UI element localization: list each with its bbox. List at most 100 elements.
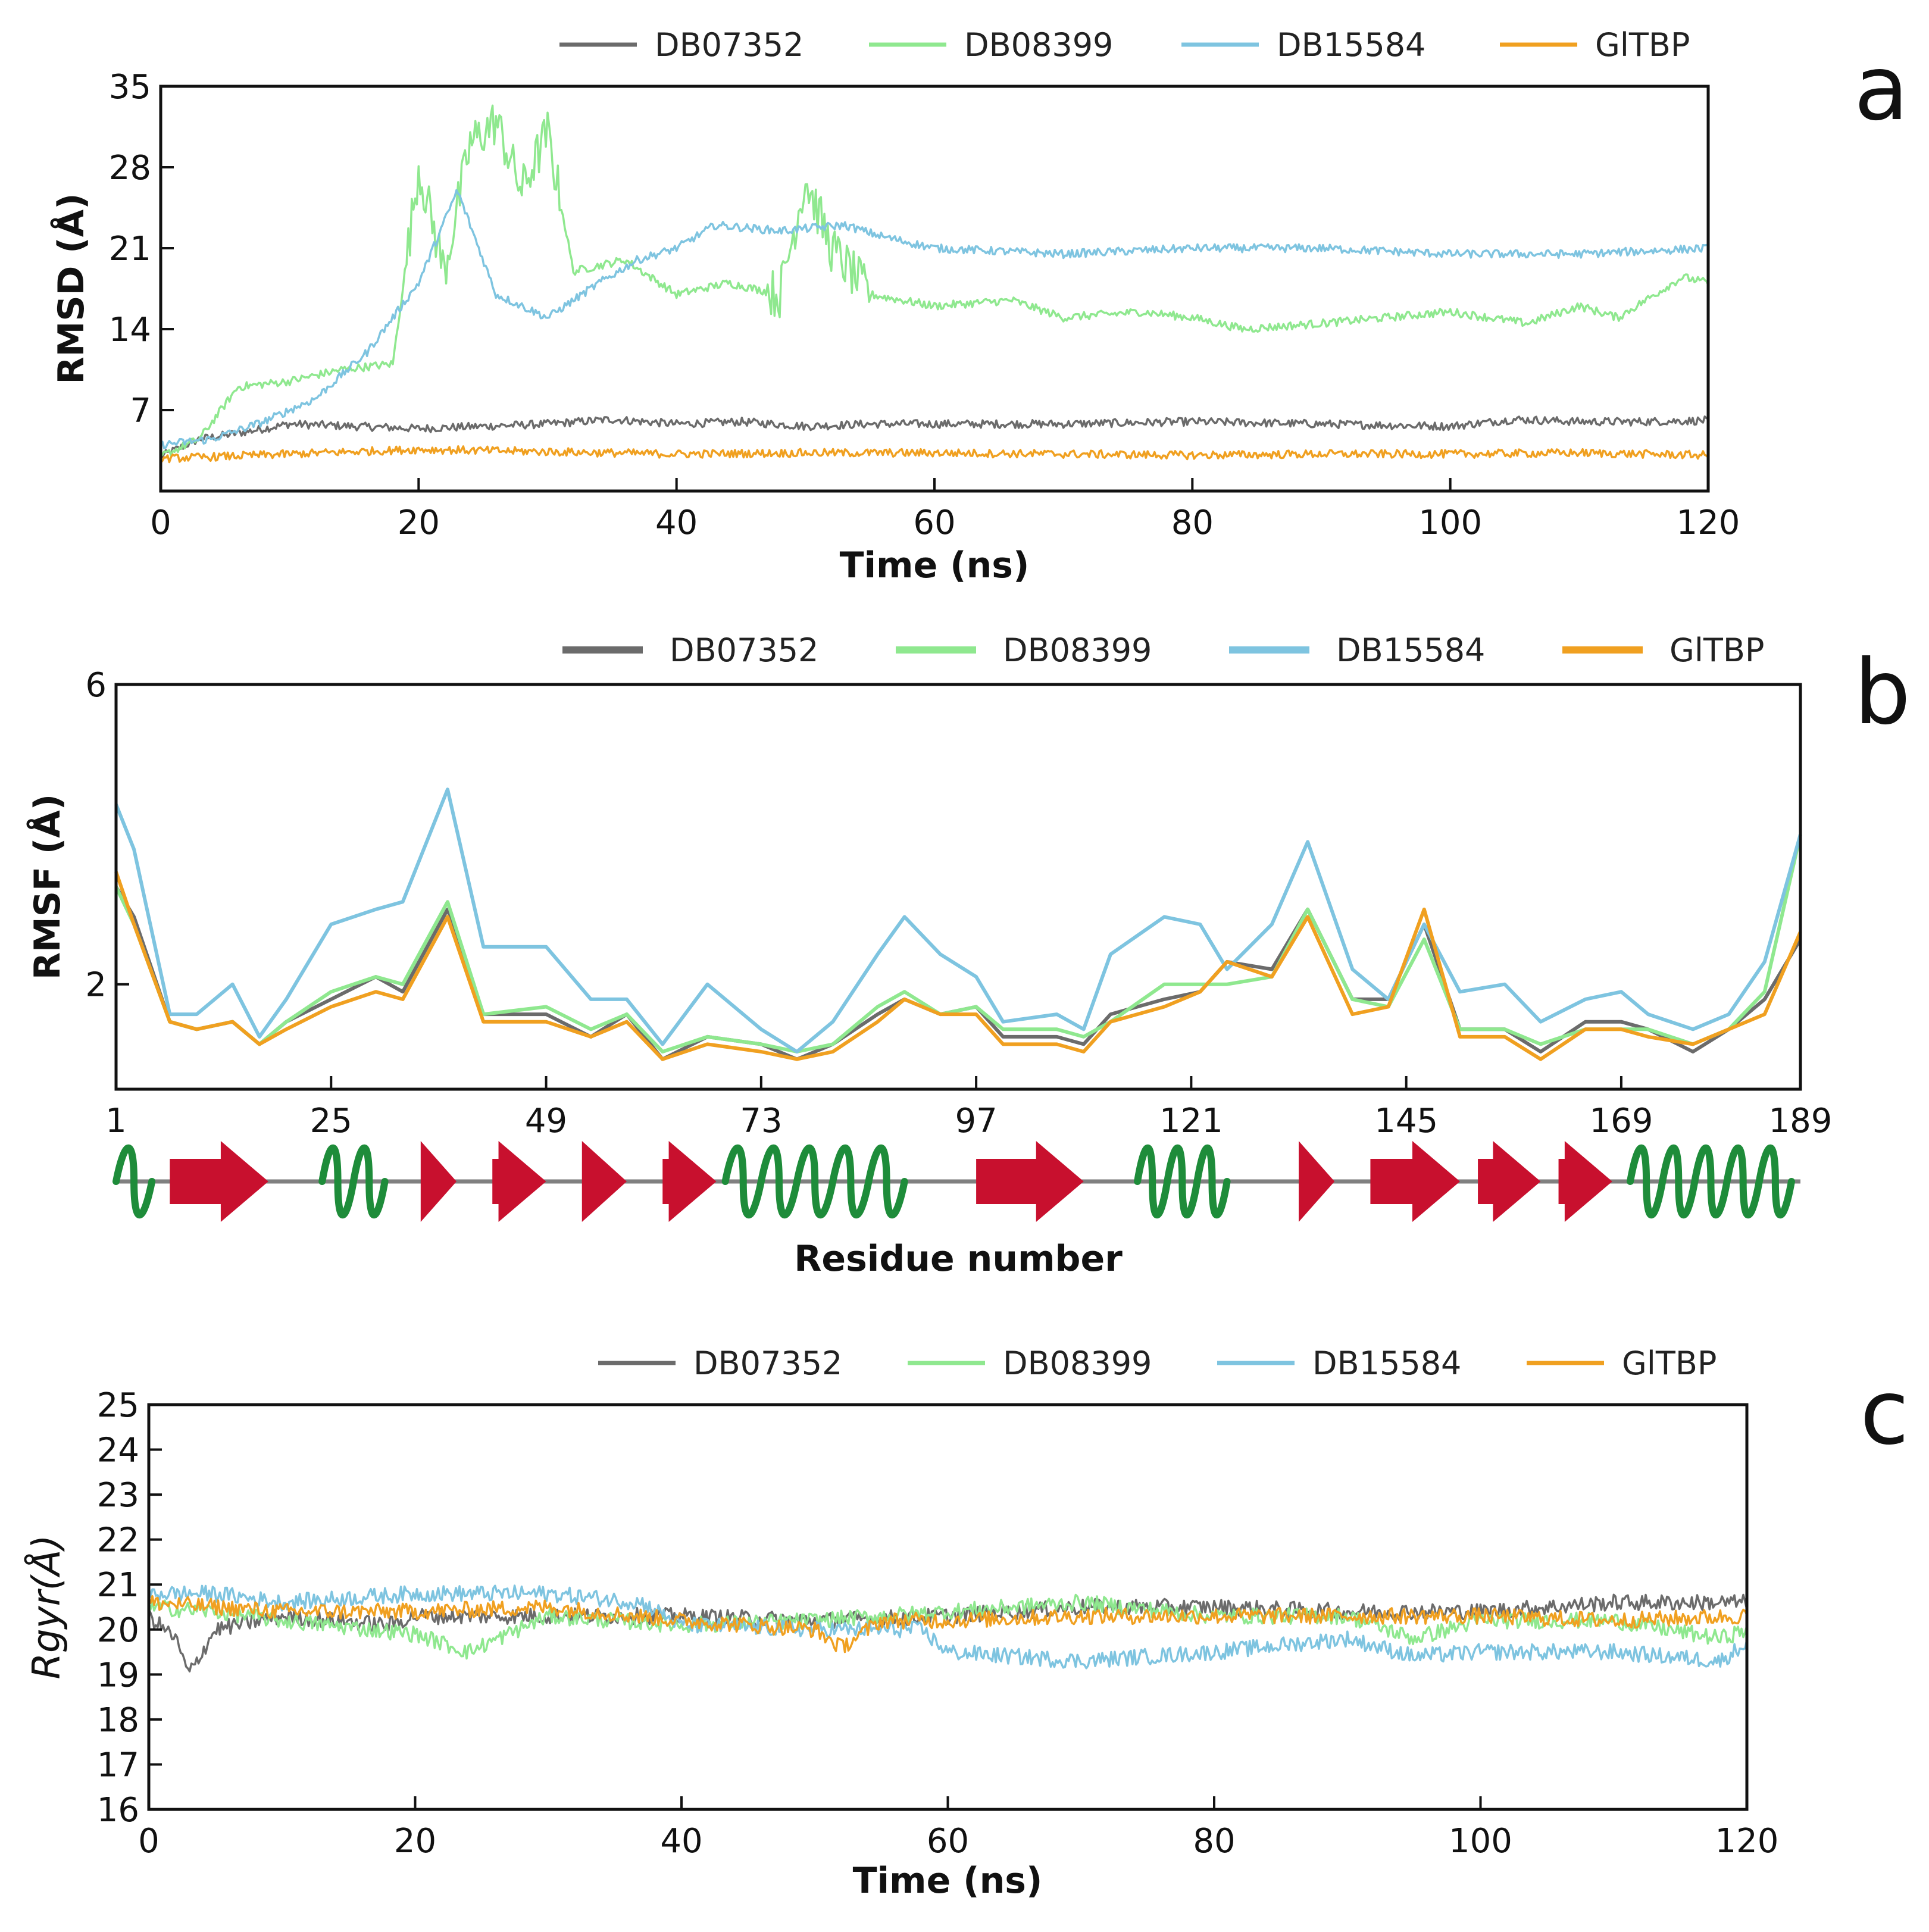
xtick-label-a-0: 0 [150, 504, 171, 542]
ytick-label-c-1: 17 [97, 1746, 139, 1784]
series-line-c-db15584 [148, 1584, 1748, 1670]
xtick-label-a-1: 20 [398, 504, 440, 542]
series-line-b-gltbp [114, 871, 1802, 1061]
series-group-c [148, 1584, 1748, 1672]
ytick-label-c-5: 21 [97, 1566, 139, 1605]
ss-elements [112, 1141, 1795, 1222]
ss-strand-12 [1478, 1141, 1541, 1222]
legend-c: DB07352 DB08399 DB15584 GlTBP [598, 1345, 1717, 1382]
ytick-label-c-6: 22 [97, 1521, 139, 1560]
ylabel-a: RMSD (Å) [50, 193, 92, 384]
legend-c-label-1: DB08399 [1003, 1345, 1152, 1382]
ss-strand-3 [420, 1141, 457, 1222]
xtick-label-a-6: 120 [1677, 504, 1740, 542]
xtick-label-b-3: 73 [740, 1102, 782, 1140]
ss-helix-9 [1134, 1145, 1231, 1218]
xtick-label-b-6: 145 [1374, 1102, 1438, 1140]
xtick-label-a-3: 60 [913, 504, 955, 542]
ytick-label-c-2: 18 [97, 1701, 139, 1740]
ytick-label-a-3: 28 [109, 149, 151, 187]
series-line-c-gltbp [148, 1595, 1748, 1653]
ticks-a: 0 20 40 60 80 100 120 7 14 21 28 35 [109, 68, 1740, 542]
series-line-a-db15584 [160, 189, 1709, 449]
series-group-a [160, 104, 1709, 464]
series-line-a-db07352 [160, 415, 1709, 458]
legend-b-label-3: GlTBP [1669, 632, 1764, 669]
xtick-label-b-5: 121 [1159, 1102, 1223, 1140]
ytick-label-a-0: 7 [130, 392, 151, 430]
ss-strand-8 [976, 1141, 1084, 1222]
ytick-label-c-7: 23 [97, 1476, 139, 1515]
panel-b: DB07352 DB08399 DB15584 GlTBP 1 25 49 73 97 1… [26, 632, 1911, 1280]
ss-helix-7 [721, 1145, 908, 1218]
ss-strand-1 [170, 1141, 268, 1222]
ss-strand-4 [492, 1141, 546, 1222]
ss-helix-0 [112, 1145, 156, 1218]
xtick-label-a-5: 100 [1418, 504, 1482, 542]
xlabel-a: Time (ns) [840, 545, 1030, 586]
legend-b-label-1: DB08399 [1003, 632, 1152, 669]
legend-b: DB07352 DB08399 DB15584 GlTBP [562, 632, 1764, 669]
plot-frame-b [114, 683, 1802, 1091]
xtick-label-c-3: 60 [927, 1822, 969, 1861]
xtick-label-c-0: 0 [138, 1822, 160, 1861]
ytick-label-c-0: 16 [97, 1791, 139, 1830]
xtick-label-c-5: 100 [1449, 1822, 1512, 1861]
ylabel-b: RMSF (Å) [26, 794, 68, 980]
legend-b-label-0: DB07352 [670, 632, 818, 669]
series-line-b-db15584 [114, 787, 1802, 1053]
xtick-label-c-1: 20 [394, 1822, 436, 1861]
xtick-label-b-4: 97 [955, 1102, 997, 1140]
legend-c-label-2: DB15584 [1312, 1345, 1461, 1382]
legend-a-label-0: DB07352 [655, 26, 804, 64]
ss-strand-13 [1558, 1141, 1612, 1222]
legend-c-label-3: GlTBP [1622, 1345, 1717, 1382]
ytick-label-b-1: 6 [85, 666, 107, 705]
xtick-label-c-4: 80 [1193, 1822, 1235, 1861]
ylabel-c: Rgyr(Å) [24, 1535, 69, 1680]
ticks-c: 0 20 40 60 80 100 120 16 17 18 19 20 21 22 23 24 25 [97, 1386, 1779, 1861]
ytick-label-c-3: 19 [97, 1656, 139, 1695]
panel-c: DB07352 DB08399 DB15584 GlTBP 0 20 40 60 80 1… [24, 1345, 1909, 1902]
xtick-label-b-7: 169 [1589, 1102, 1653, 1140]
xtick-label-c-6: 120 [1715, 1822, 1779, 1861]
series-line-a-db08399 [160, 104, 1709, 457]
panel-letter-b: b [1854, 641, 1911, 745]
ytick-label-b-0: 2 [85, 966, 107, 1005]
xtick-label-b-8: 189 [1769, 1102, 1833, 1140]
legend-a: DB07352 DB08399 DB15584 GlTBP [559, 26, 1690, 64]
legend-a-label-1: DB08399 [964, 26, 1113, 64]
plot-frame-c [147, 1403, 1749, 1811]
plot-frame-a [159, 85, 1710, 493]
legend-a-label-3: GlTBP [1595, 26, 1690, 64]
series-line-a-gltbp [160, 445, 1709, 464]
series-line-c-db07352 [148, 1593, 1748, 1672]
xtick-label-b-1: 25 [310, 1102, 352, 1140]
xtick-label-b-0: 1 [105, 1102, 127, 1140]
ss-strand-11 [1370, 1141, 1460, 1222]
legend-b-label-2: DB15584 [1336, 632, 1485, 669]
xtick-label-b-2: 49 [525, 1102, 567, 1140]
xlabel-b: Residue number [794, 1238, 1123, 1280]
ss-strand-5 [581, 1141, 627, 1222]
legend-a-label-2: DB15584 [1277, 26, 1425, 64]
ticks-b: 1 25 49 73 97 121 145 169 189 2 6 [85, 666, 1832, 1140]
xtick-label-a-4: 80 [1171, 504, 1214, 542]
ss-helix-2 [318, 1145, 389, 1218]
ss-helix-14 [1626, 1145, 1795, 1218]
panel-letter-a: a [1854, 37, 1909, 140]
panel-a: DB07352 DB08399 DB15584 GlTBP 0 20 40 60 80 1… [50, 26, 1909, 586]
ytick-label-c-4: 20 [97, 1611, 139, 1650]
ytick-label-c-9: 25 [97, 1386, 139, 1425]
series-line-b-db08399 [114, 834, 1802, 1053]
panel-letter-c: c [1860, 1361, 1909, 1465]
ss-strand-10 [1299, 1141, 1335, 1222]
xlabel-c: Time (ns) [853, 1860, 1043, 1902]
xtick-label-c-2: 40 [660, 1822, 702, 1861]
ss-strand-6 [662, 1141, 717, 1222]
ytick-label-a-2: 21 [109, 230, 151, 268]
xtick-label-a-2: 40 [655, 504, 698, 542]
ytick-label-c-8: 24 [97, 1431, 139, 1470]
secondary-structure-track [112, 1141, 1800, 1222]
